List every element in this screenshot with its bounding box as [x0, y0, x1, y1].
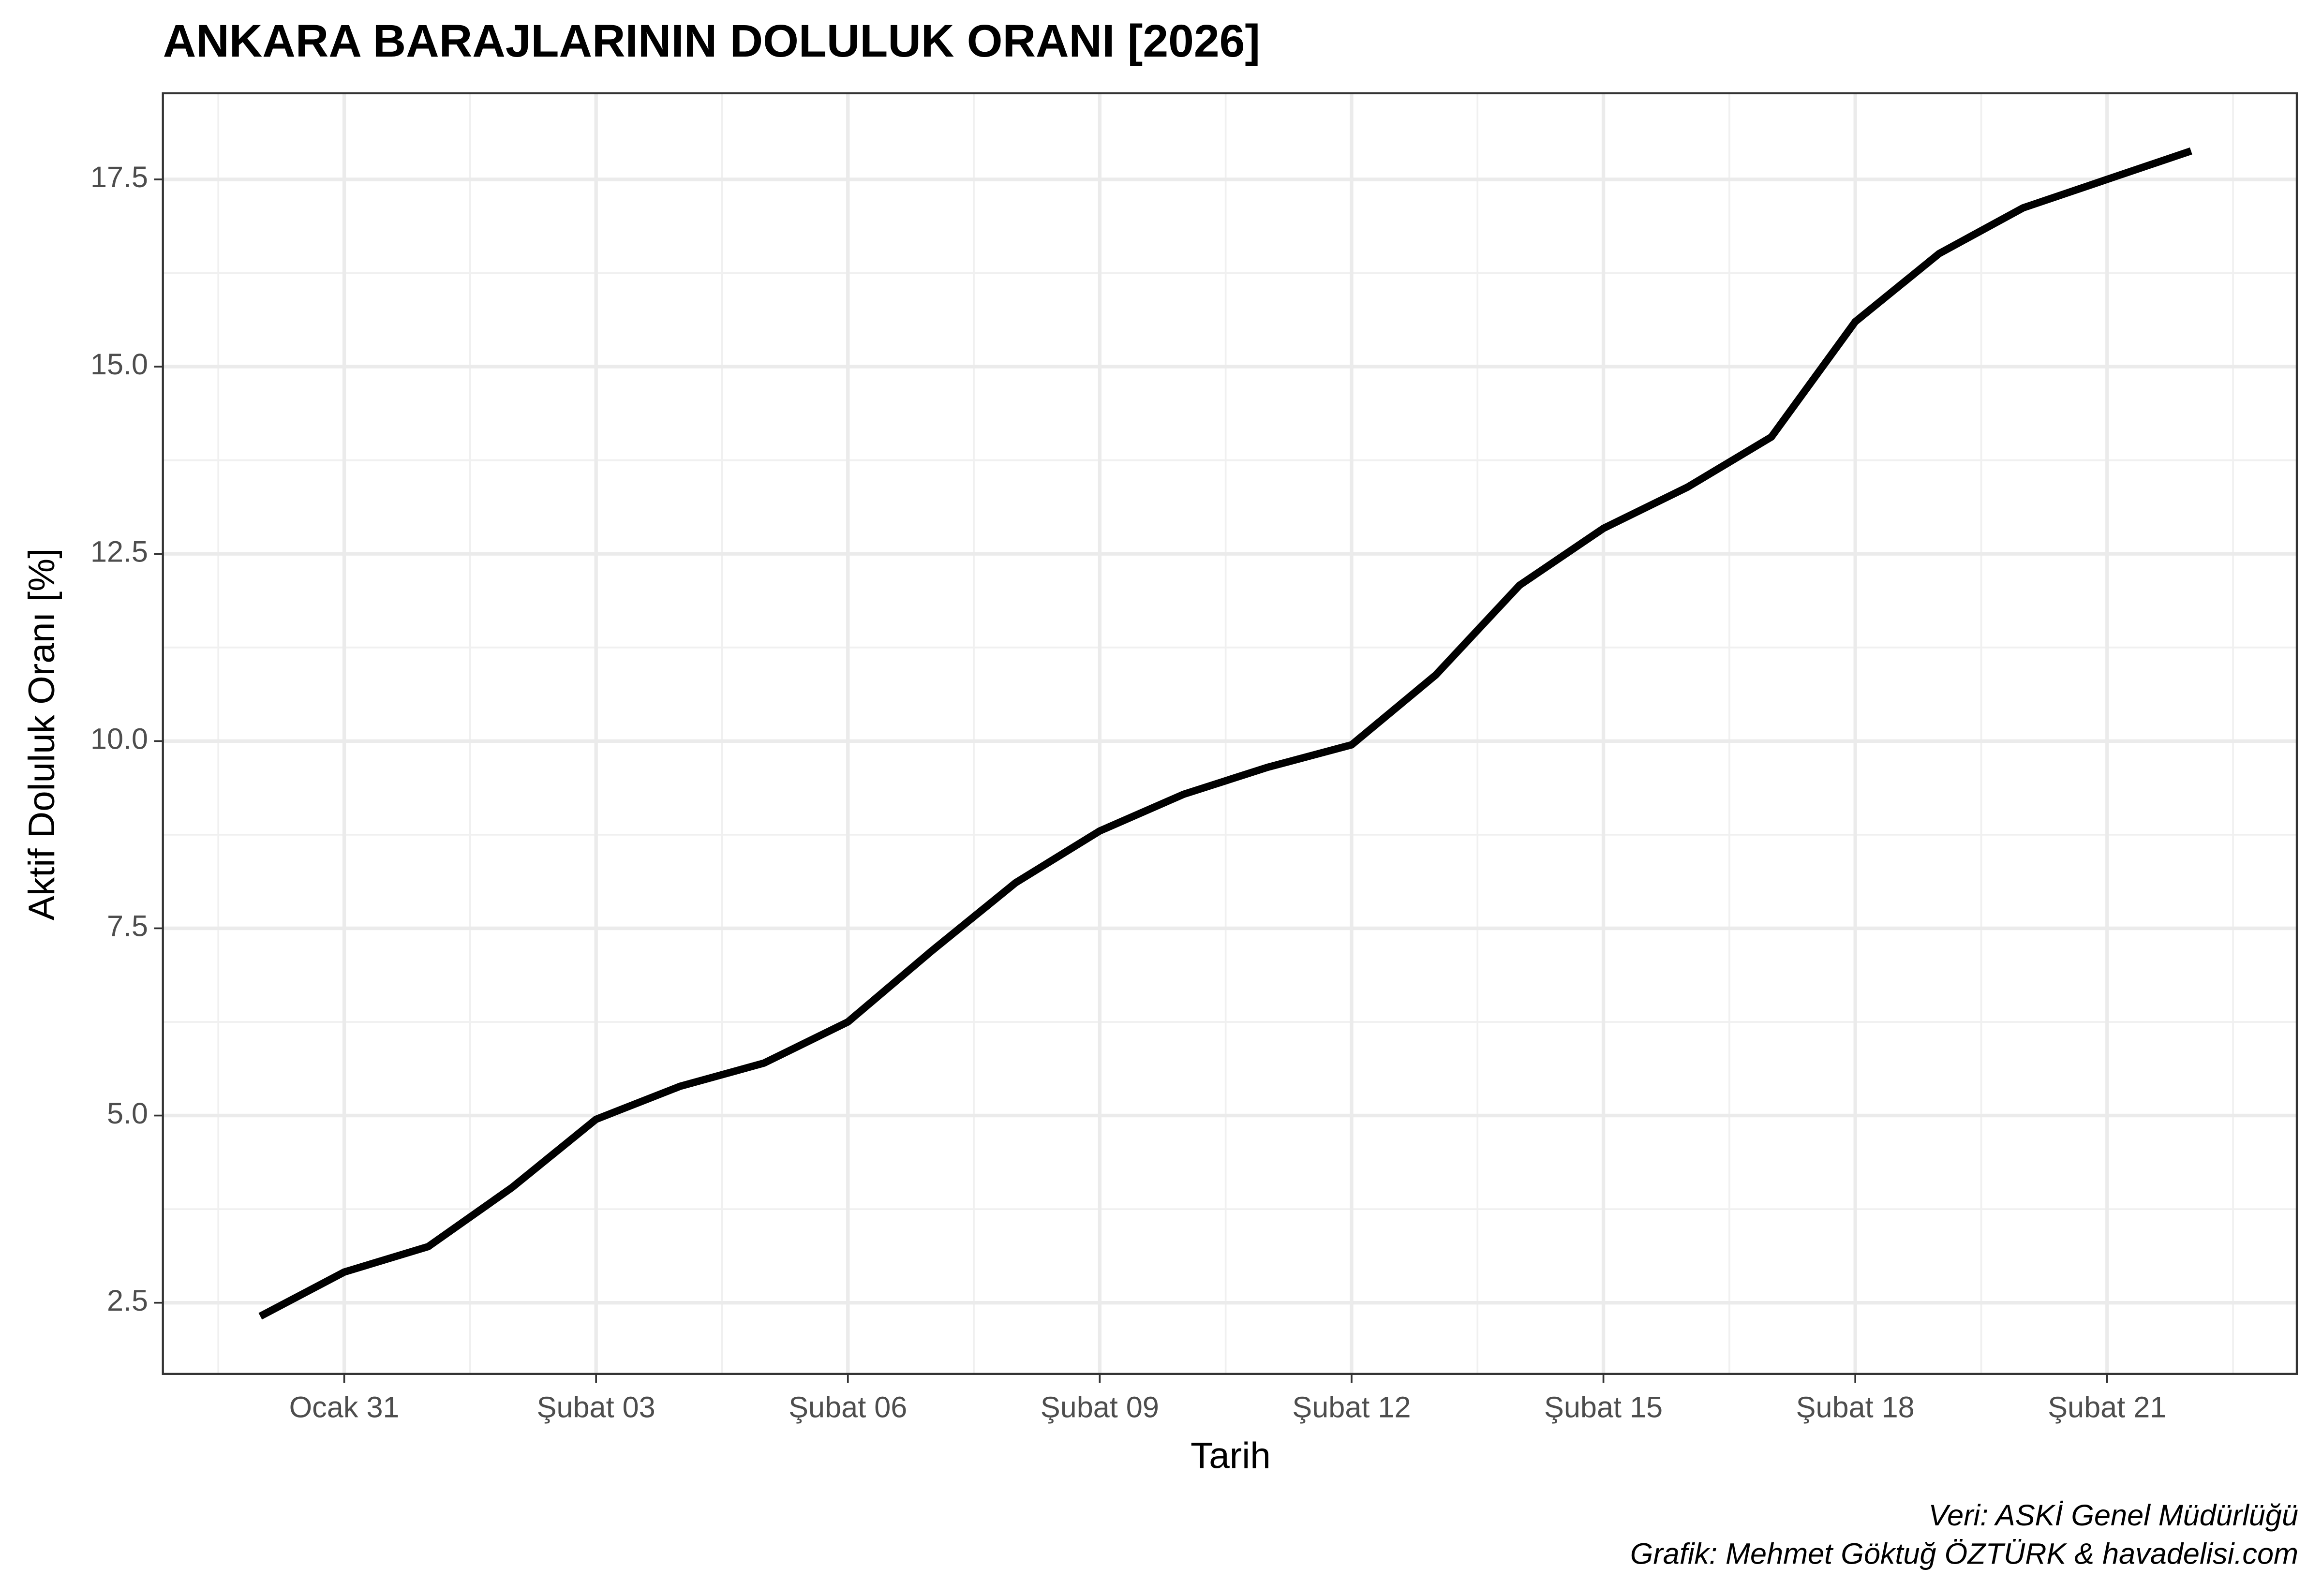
y-tick-label: 12.5 — [90, 535, 148, 568]
x-tick-label: Şubat 21 — [2048, 1390, 2166, 1423]
y-tick-label: 7.5 — [107, 910, 148, 943]
x-tick-label: Şubat 09 — [1041, 1390, 1159, 1423]
caption: Veri: ASKİ Genel Müdürlüğü — [1929, 1499, 2299, 1532]
x-tick-label: Şubat 12 — [1292, 1390, 1411, 1423]
y-tick-label: 2.5 — [107, 1284, 148, 1317]
caption: Grafik: Mehmet Göktuğ ÖZTÜRK & havadelis… — [1630, 1537, 2298, 1570]
y-tick-label: 5.0 — [107, 1097, 148, 1130]
plot-area: 2.5 5.0 7.5 10.0 12.5 15.0 17.5 Ocak 31 Şubat 03… — [90, 92, 2298, 1423]
x-tick-label: Şubat 06 — [789, 1390, 907, 1423]
x-tick-label: Şubat 18 — [1796, 1390, 1915, 1423]
panel-border — [162, 92, 2298, 1375]
x-tick-label: Şubat 15 — [1544, 1390, 1663, 1423]
x-tick-label: Ocak 31 — [289, 1390, 400, 1423]
y-tick-label: 10.0 — [90, 722, 148, 755]
y-tick-label: 15.0 — [90, 348, 148, 381]
x-tick-label: Şubat 03 — [537, 1390, 655, 1423]
chart-title: ANKARA BARAJLARININ DOLULUK ORANI [2026] — [163, 15, 1260, 67]
y-axis-title: Aktif Doluluk Oranı [%] — [21, 548, 62, 921]
data-line — [258, 147, 2192, 1320]
x-axis-title: Tarih — [1191, 1435, 1271, 1477]
y-tick-label: 17.5 — [90, 161, 148, 193]
